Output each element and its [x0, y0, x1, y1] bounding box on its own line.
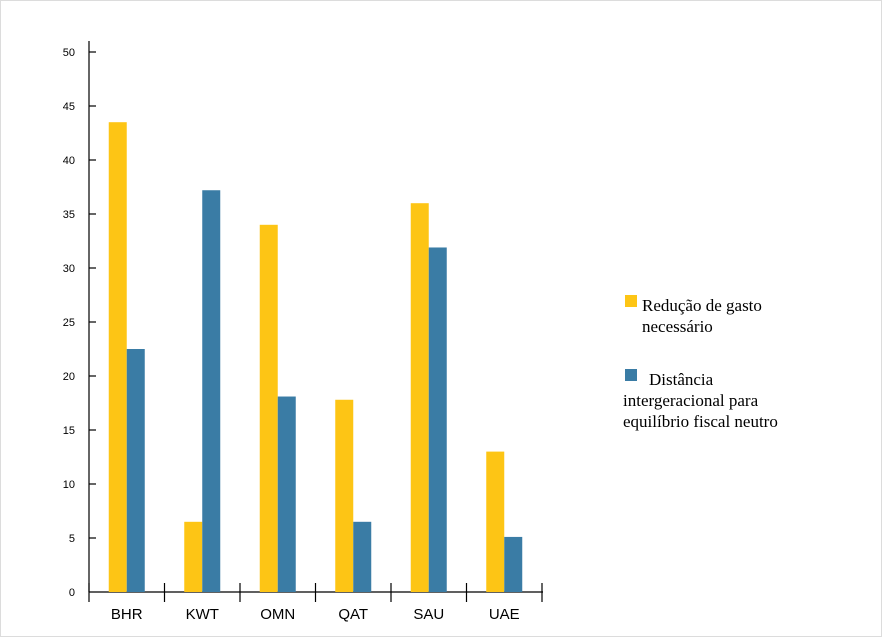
y-tick-label: 25: [63, 317, 75, 329]
legend-label-line: Redução de gasto: [642, 296, 762, 315]
bar-intergenerational-gap-sau: [428, 247, 447, 593]
y-axis: 0 5 10 15 20 25 30 35 40 45 50: [63, 41, 96, 599]
legend-label: Redução de gasto necessário: [642, 296, 762, 336]
y-tick-label: 15: [63, 425, 75, 437]
bar-spending-reduction-kwt: [184, 521, 203, 592]
x-category-label: BHR: [111, 606, 143, 623]
x-category-label: QAT: [338, 606, 368, 623]
y-tick-label: 35: [63, 209, 75, 221]
bar-spending-reduction-qat: [335, 399, 354, 592]
x-category-label: SAU: [413, 606, 444, 623]
y-tick-label: 45: [63, 101, 75, 113]
bar-intergenerational-gap-uae: [504, 536, 523, 592]
bar-spending-reduction-bhr: [108, 122, 127, 592]
y-tick-label: 5: [69, 533, 75, 545]
legend-label-line: Distância: [649, 370, 714, 389]
y-tick-label: 30: [63, 263, 75, 275]
legend-swatch: [625, 369, 637, 381]
legend-label-line: necessário: [642, 317, 713, 336]
y-tick-label: 10: [63, 479, 75, 491]
y-tick-label: 40: [63, 155, 75, 167]
bar-spending-reduction-uae: [486, 451, 505, 592]
y-tick-label: 50: [63, 47, 75, 59]
x-category-label: OMN: [260, 606, 295, 623]
x-axis: BHR KWT OMN QAT SAU UAE: [88, 583, 543, 623]
bar-intergenerational-gap-bhr: [126, 349, 145, 592]
legend: Redução de gasto necessário Distância inter…: [623, 295, 778, 431]
y-tick-label: 20: [63, 371, 75, 383]
legend-label-line: intergeracional para: [623, 391, 759, 410]
bars: [108, 122, 523, 593]
x-category-label: UAE: [489, 606, 520, 623]
legend-swatch: [625, 295, 637, 307]
bar-intergenerational-gap-kwt: [202, 190, 221, 593]
bar-spending-reduction-omn: [259, 224, 278, 593]
bar-intergenerational-gap-omn: [277, 396, 296, 592]
legend-label: Distância intergeracional para equilíbrio …: [623, 370, 778, 431]
bar-spending-reduction-sau: [410, 203, 429, 592]
y-tick-label: 0: [69, 587, 75, 599]
legend-label-line: equilíbrio fiscal neutro: [623, 412, 778, 431]
bar-intergenerational-gap-qat: [353, 521, 372, 592]
x-category-label: KWT: [186, 606, 219, 623]
